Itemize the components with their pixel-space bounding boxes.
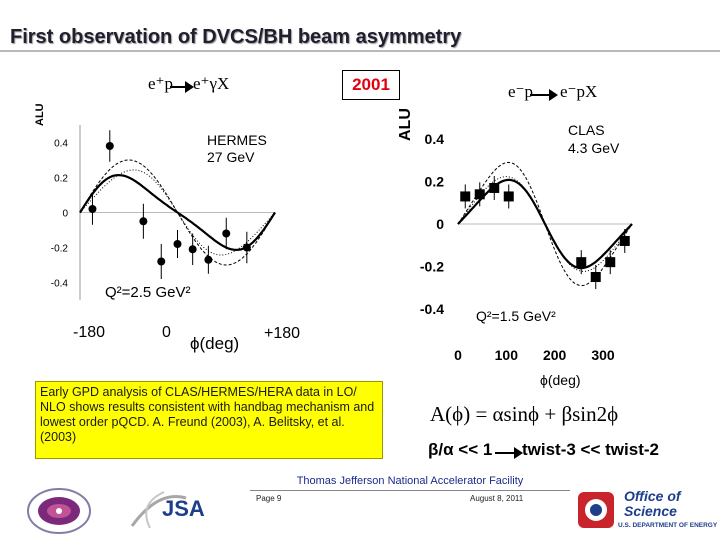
clas-experiment-label: CLAS [568, 122, 605, 138]
hermes-y-axis-label: ALU [34, 103, 46, 126]
hermes-data-point [204, 255, 213, 264]
office-of-science-line1: Office of [624, 488, 681, 504]
clas-plot: 0.4 0.2 0 -0.2 -0.4 0 100 200 300 [420, 131, 633, 363]
clas-data-point [503, 191, 514, 202]
clas-reaction-arrow [530, 89, 558, 101]
hermes-data-point [105, 142, 114, 150]
clas-x-tick-label: 200 [543, 347, 567, 363]
office-of-science-line2: Science [624, 503, 677, 519]
hermes-data-point [139, 217, 148, 226]
clas-data-point [590, 272, 601, 282]
clas-reaction-lhs: e⁻p [508, 82, 534, 101]
clas-y-tick-label: -0.4 [420, 301, 444, 317]
clas-x-tick-label: 100 [495, 347, 519, 363]
hermes-x-tick-max: +180 [264, 325, 301, 342]
page-number: Page 9 [256, 494, 282, 503]
hermes-data-point [88, 205, 97, 213]
hermes-y-tick-label: 0.4 [54, 139, 68, 150]
hermes-experiment-label: HERMES [207, 132, 267, 148]
clas-y-tick-label: 0 [436, 216, 444, 232]
hermes-data-point [188, 245, 197, 254]
jsa-swoosh-icon [130, 491, 187, 529]
jsa-logo: JSA [128, 488, 220, 532]
hermes-q2-label: Q²=2.5 GeV² [105, 284, 191, 301]
clas-energy-label: 4.3 GeV [568, 140, 620, 156]
slide-title: First observation of DVCS/BH beam asymme… [10, 26, 462, 48]
clas-x-axis-label: ϕ(deg) [540, 372, 581, 388]
doe-text: U.S. DEPARTMENT OF ENERGY [618, 522, 718, 529]
office-of-science-emblem-icon [578, 492, 614, 528]
twist-comparison: twist-3 << twist-2 [522, 440, 659, 459]
hermes-plot: 0.4 0.2 0 -0.2 -0.4 [51, 125, 276, 300]
hermes-energy-label: 27 GeV [207, 149, 255, 165]
hermes-x-tick-min: -180 [73, 324, 106, 341]
hermes-dashed-curve [79, 159, 276, 266]
hermes-data-point [173, 240, 182, 248]
clas-x-tick-label: 0 [454, 347, 462, 363]
clas-data-point [605, 257, 616, 268]
hermes-data-point [157, 257, 166, 266]
clas-solid-fit-curve [457, 178, 633, 270]
office-of-science-logo: Office of Science U.S. DEPARTMENT OF ENE… [574, 488, 718, 538]
clas-y-tick-label: -0.2 [420, 258, 444, 274]
hermes-x-axis-label: ϕ(deg) [190, 334, 240, 353]
ratio-label: β/α << 1 [428, 440, 493, 459]
hermes-data-point [242, 243, 251, 252]
hermes-y-tick-label: -0.4 [51, 279, 69, 290]
hermes-reaction-rhs: e⁺γX [193, 74, 230, 93]
hermes-solid-fit-curve [79, 173, 276, 252]
twist-arrow [495, 447, 523, 459]
clas-y-axis-label: ALU [397, 108, 414, 141]
title-divider [0, 50, 720, 52]
summary-text-box: Early GPD analysis of CLAS/HERMES/HERA d… [35, 381, 383, 459]
asymmetry-formula: A(ϕ) = αsinϕ + βsin2ϕ [430, 402, 619, 426]
hermes-reaction-arrow [170, 81, 194, 93]
hermes-data-point [222, 229, 231, 238]
clas-reaction-rhs: e⁻pX [560, 82, 598, 101]
clas-data-point [474, 189, 485, 200]
hermes-y-tick-label: 0 [62, 209, 68, 220]
hermes-y-tick-label: -0.2 [51, 244, 69, 255]
hermes-y-tick-label: 0.2 [54, 174, 68, 185]
clas-q2-label: Q²=1.5 GeV² [476, 308, 556, 324]
lab-name: Thomas Jefferson National Accelerator Fa… [296, 475, 524, 487]
clas-dotted-curve [457, 176, 633, 272]
hermes-x-tick-zero: 0 [162, 324, 171, 341]
footer-divider [250, 490, 570, 491]
hermes-reaction-lhs: e⁺p [148, 74, 174, 93]
clas-data-point [460, 191, 471, 202]
clas-data-point [489, 182, 500, 193]
clas-y-tick-label: 0.4 [425, 131, 445, 147]
clas-data-point [619, 235, 630, 246]
clas-x-tick-label: 300 [591, 347, 615, 363]
clas-y-tick-label: 0.2 [425, 174, 445, 190]
nuclear-physics-seal-logo [27, 488, 91, 534]
year-badge: 2001 [342, 70, 400, 100]
clas-data-point [576, 257, 587, 268]
jsa-logo-text: JSA [162, 496, 205, 521]
footer-date: August 8, 2011 [470, 494, 524, 503]
